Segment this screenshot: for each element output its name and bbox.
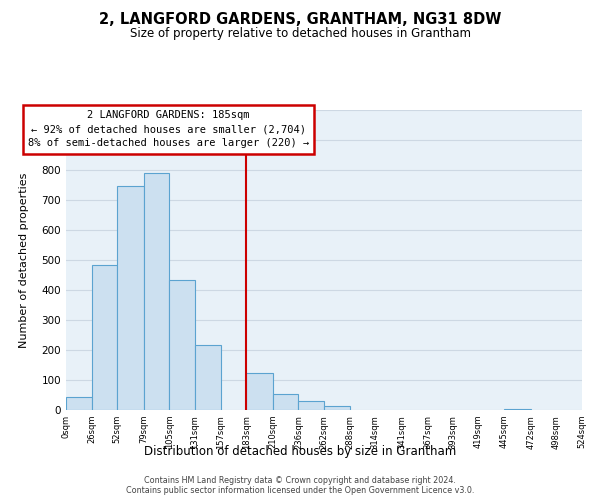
Text: Contains HM Land Registry data © Crown copyright and database right 2024.: Contains HM Land Registry data © Crown c…	[144, 476, 456, 485]
Bar	[504, 408, 531, 410]
Bar	[246, 372, 273, 410]
Text: Size of property relative to detached houses in Grantham: Size of property relative to detached ho…	[130, 28, 470, 40]
Text: 2 LANGFORD GARDENS: 185sqm
← 92% of detached houses are smaller (2,704)
8% of se: 2 LANGFORD GARDENS: 185sqm ← 92% of deta…	[28, 110, 309, 148]
Bar	[195, 344, 221, 410]
Text: Distribution of detached houses by size in Grantham: Distribution of detached houses by size …	[144, 444, 456, 458]
Bar	[324, 406, 350, 410]
Bar	[66, 396, 92, 410]
Bar	[273, 394, 298, 410]
Bar	[144, 173, 169, 410]
Bar	[117, 186, 144, 410]
Bar	[169, 280, 195, 410]
Bar	[298, 401, 324, 410]
Y-axis label: Number of detached properties: Number of detached properties	[19, 172, 29, 348]
Text: 2, LANGFORD GARDENS, GRANTHAM, NG31 8DW: 2, LANGFORD GARDENS, GRANTHAM, NG31 8DW	[99, 12, 501, 28]
Bar	[92, 265, 117, 410]
Text: Contains public sector information licensed under the Open Government Licence v3: Contains public sector information licen…	[126, 486, 474, 495]
